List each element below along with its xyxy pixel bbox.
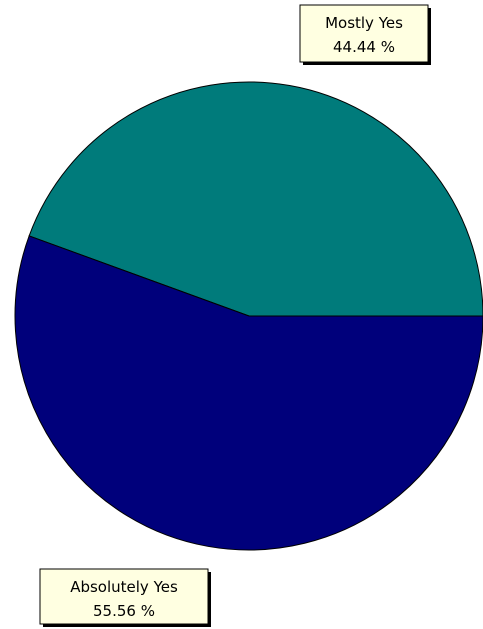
pie-slices [14,81,483,551]
data-label-mostly-yes-name: Mostly Yes [325,14,403,32]
data-label-mostly-yes-value: 44.44 % [333,38,395,56]
data-label-mostly-yes-box [299,4,429,63]
slice-absolutely-yes [14,235,483,551]
data-label-absolutely-yes: Absolutely Yes 55.56 % [39,568,211,627]
data-label-absolutely-yes-value: 55.56 % [93,602,155,620]
data-label-mostly-yes: Mostly Yes 44.44 % [299,4,431,65]
data-label-absolutely-yes-box [39,568,209,625]
slice-mostly-yes [28,81,483,317]
data-label-absolutely-yes-name: Absolutely Yes [70,578,178,596]
